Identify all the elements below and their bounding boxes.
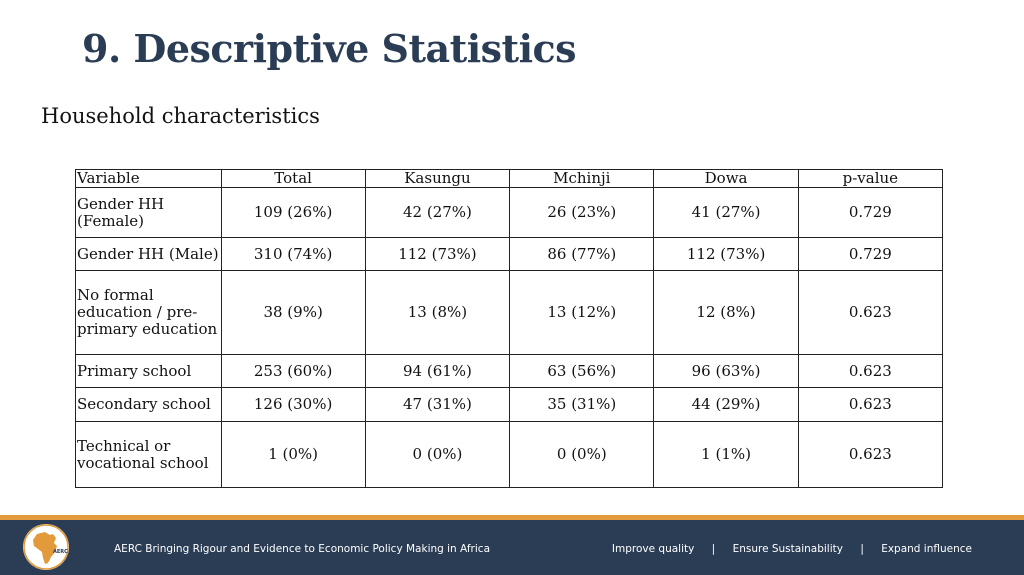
cell-mchinji: 26 (23%) [509, 187, 655, 238]
cell-mchinji: 35 (31%) [509, 387, 655, 422]
cell-mchinji: 0 (0%) [509, 421, 655, 488]
column-header-total: Total [220, 169, 366, 188]
cell-kasungu: 0 (0%) [364, 421, 511, 488]
table-row: Secondary school 126 (30%) 47 (31%) 35 (… [75, 387, 944, 422]
column-header-mchinji: Mchinji [509, 169, 655, 188]
footer-link-expand-influence[interactable]: Expand influence [881, 543, 972, 555]
cell-dowa: 41 (27%) [653, 187, 799, 238]
cell-p-value: 0.623 [797, 270, 944, 355]
footer-accent-stripe [0, 515, 1024, 520]
slide-title: 9. Descriptive Statistics [82, 26, 577, 71]
cell-total: 253 (60%) [220, 354, 366, 388]
table-row: No formal education / pre-primary educat… [75, 270, 944, 355]
cell-kasungu: 94 (61%) [364, 354, 511, 388]
slide-subtitle: Household characteristics [41, 104, 320, 128]
cell-mchinji: 86 (77%) [509, 237, 655, 271]
cell-p-value: 0.623 [797, 421, 944, 488]
footer-bar: AERC AERC Bringing Rigour and Evidence t… [0, 520, 1024, 575]
cell-p-value: 0.623 [797, 387, 944, 422]
row-label: Technical or vocational school [75, 421, 222, 488]
row-label: Gender HH (Male) [75, 237, 222, 271]
table-row: Technical or vocational school 1 (0%) 0 … [75, 421, 944, 488]
logo-text: AERC [53, 549, 68, 555]
footer-separator: | [711, 543, 716, 555]
cell-kasungu: 47 (31%) [364, 387, 511, 422]
table-header-row: Variable Total Kasungu Mchinji Dowa p-va… [75, 169, 944, 188]
row-label: Gender HH (Female) [75, 187, 222, 238]
footer-tagline: AERC Bringing Rigour and Evidence to Eco… [114, 543, 491, 555]
cell-total: 126 (30%) [220, 387, 366, 422]
cell-kasungu: 13 (8%) [364, 270, 511, 355]
cell-dowa: 12 (8%) [653, 270, 799, 355]
cell-p-value: 0.729 [797, 187, 944, 238]
cell-kasungu: 42 (27%) [364, 187, 511, 238]
cell-p-value: 0.729 [797, 237, 944, 271]
column-header-p-value: p-value [797, 169, 944, 188]
cell-mchinji: 13 (12%) [509, 270, 655, 355]
row-label: Secondary school [75, 387, 222, 422]
footer-links: Improve quality | Ensure Sustainability … [612, 543, 972, 555]
cell-mchinji: 63 (56%) [509, 354, 655, 388]
row-label: No formal education / pre-primary educat… [75, 270, 222, 355]
cell-dowa: 44 (29%) [653, 387, 799, 422]
table-row: Gender HH (Male) 310 (74%) 112 (73%) 86 … [75, 237, 944, 271]
cell-p-value: 0.623 [797, 354, 944, 388]
row-label: Primary school [75, 354, 222, 388]
cell-dowa: 112 (73%) [653, 237, 799, 271]
descriptive-statistics-table: Variable Total Kasungu Mchinji Dowa p-va… [75, 169, 944, 488]
column-header-kasungu: Kasungu [364, 169, 511, 188]
aerc-logo: AERC [23, 524, 69, 570]
column-header-variable: Variable [75, 169, 222, 188]
cell-kasungu: 112 (73%) [364, 237, 511, 271]
cell-total: 1 (0%) [220, 421, 366, 488]
cell-total: 109 (26%) [220, 187, 366, 238]
footer-link-ensure-sustainability[interactable]: Ensure Sustainability [732, 543, 843, 555]
cell-total: 38 (9%) [220, 270, 366, 355]
cell-dowa: 96 (63%) [653, 354, 799, 388]
footer-link-improve-quality[interactable]: Improve quality [611, 543, 695, 555]
table-row: Gender HH (Female) 109 (26%) 42 (27%) 26… [75, 187, 944, 238]
footer-separator: | [860, 543, 864, 555]
cell-dowa: 1 (1%) [653, 421, 799, 488]
cell-total: 310 (74%) [220, 237, 366, 271]
table-row: Primary school 253 (60%) 94 (61%) 63 (56… [75, 354, 944, 388]
column-header-dowa: Dowa [653, 169, 799, 188]
